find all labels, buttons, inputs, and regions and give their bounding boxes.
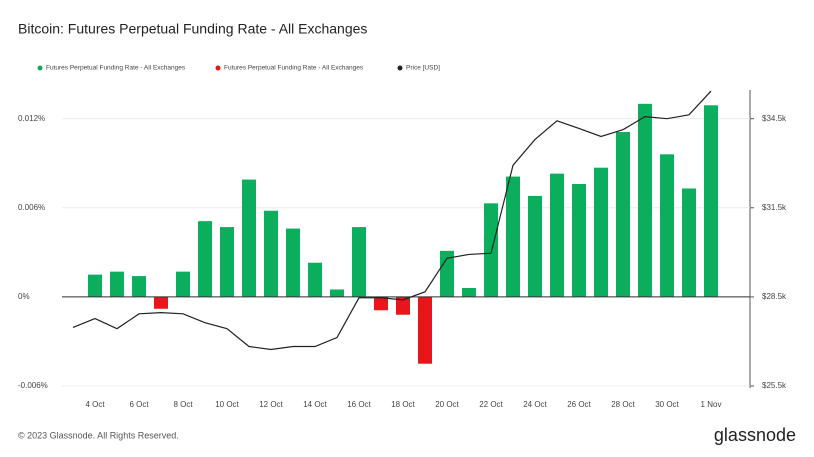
legend-swatch	[37, 65, 43, 71]
bar	[660, 154, 674, 297]
x-tick-label: 24 Oct	[523, 400, 547, 409]
bar	[88, 274, 102, 297]
y-tick-label: 0.012%	[18, 114, 45, 123]
x-tick-label: 4 Oct	[85, 400, 105, 409]
footer: © 2023 Glassnode. All Rights Reserved.	[18, 430, 179, 440]
bar	[154, 296, 168, 309]
bar	[110, 271, 124, 297]
y-tick-label: 0.006%	[18, 203, 45, 212]
bar	[418, 296, 432, 364]
chart-title: Bitcoin: Futures Perpetual Funding Rate …	[18, 21, 367, 37]
bar	[484, 203, 498, 297]
x-tick-label: 26 Oct	[567, 400, 591, 409]
x-tick-label: 12 Oct	[259, 400, 283, 409]
x-tick-label: 22 Oct	[479, 400, 503, 409]
y-tick-label: -0.006%	[18, 381, 48, 390]
bar	[440, 250, 454, 297]
legend-swatch	[215, 65, 221, 71]
y2-tick-label: $34.5k	[762, 114, 787, 123]
bar	[682, 188, 696, 297]
bar	[594, 167, 608, 297]
bar	[198, 221, 212, 297]
legend-label: Futures Perpetual Funding Rate - All Exc…	[224, 65, 364, 72]
x-tick-label: 14 Oct	[303, 400, 327, 409]
legend-swatch	[397, 65, 403, 71]
bar	[132, 276, 146, 297]
legend-label: Futures Perpetual Funding Rate - All Exc…	[46, 65, 186, 72]
x-tick-label: 10 Oct	[215, 400, 239, 409]
y2-tick-label: $28.5k	[762, 292, 787, 301]
bar	[396, 296, 410, 315]
bar	[506, 176, 520, 297]
bar	[330, 289, 344, 297]
x-tick-label: 1 Nov	[701, 400, 722, 409]
bar	[308, 262, 322, 297]
legend-label: Price [USD]	[406, 65, 440, 72]
bar	[638, 103, 652, 297]
x-tick-label: 18 Oct	[391, 400, 415, 409]
bar	[264, 210, 278, 297]
bar	[528, 195, 542, 297]
bar	[242, 179, 256, 297]
bar	[352, 227, 366, 297]
bar	[220, 227, 234, 297]
bar	[176, 271, 190, 297]
bar	[286, 228, 300, 297]
bar	[374, 296, 388, 311]
price-line	[72, 90, 712, 351]
bar	[462, 287, 476, 297]
x-tick-label: 20 Oct	[435, 400, 459, 409]
x-tick-label: 30 Oct	[655, 400, 679, 409]
brand: glassnode	[714, 425, 796, 445]
bar	[704, 105, 718, 297]
bar	[616, 132, 630, 297]
x-tick-label: 16 Oct	[347, 400, 371, 409]
x-tick-label: 8 Oct	[173, 400, 193, 409]
x-tick-label: 28 Oct	[611, 400, 635, 409]
y-tick-label: 0%	[18, 292, 30, 301]
y2-tick-label: $31.5k	[762, 203, 787, 212]
y2-tick-label: $25.5k	[762, 381, 787, 390]
bar	[572, 184, 586, 297]
x-tick-label: 6 Oct	[129, 400, 149, 409]
bar	[550, 173, 564, 297]
